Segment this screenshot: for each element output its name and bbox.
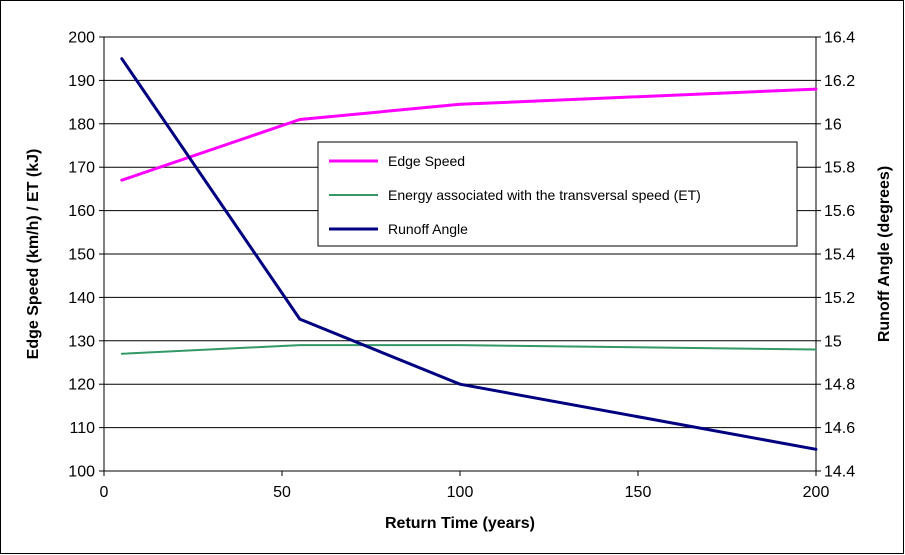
x-tick-label: 0 xyxy=(100,484,109,501)
y-tick-label: 110 xyxy=(69,420,95,437)
y-tick-label: 130 xyxy=(68,333,95,350)
x-tick-label: 50 xyxy=(273,484,291,501)
y-tick-label: 180 xyxy=(68,116,95,133)
x-axis-title: Return Time (years) xyxy=(385,515,535,532)
x-tick-label: 100 xyxy=(447,484,474,501)
y-tick-label: 160 xyxy=(68,203,95,220)
y2-tick-label: 14.8 xyxy=(824,377,855,394)
y-tick-label: 100 xyxy=(68,464,95,481)
y-tick-label: 120 xyxy=(68,377,95,394)
y2-tick-label: 16.4 xyxy=(824,30,855,47)
y2-axis-title: Runoff Angle (degrees) xyxy=(876,166,893,342)
y-axis-title: Edge Speed (km/h) / ET (kJ) xyxy=(25,149,42,360)
y2-tick-label: 14.6 xyxy=(824,420,855,437)
legend-box xyxy=(317,141,798,247)
y2-tick-label: 15.6 xyxy=(824,203,855,220)
legend-label-runoff-angle: Runoff Angle xyxy=(388,221,468,237)
legend-label-edge-speed: Edge Speed xyxy=(388,153,465,169)
axes: 10011012013014015016017018019020014.414.… xyxy=(68,30,855,502)
series-lines xyxy=(120,57,818,451)
y2-tick-label: 16.2 xyxy=(824,73,855,90)
y2-tick-label: 15.2 xyxy=(824,290,855,307)
y-tick-label: 150 xyxy=(68,247,95,264)
y2-tick-label: 15.8 xyxy=(824,160,855,177)
y2-tick-label: 16 xyxy=(824,116,842,133)
x-tick-label: 150 xyxy=(625,484,652,501)
y-tick-label: 140 xyxy=(68,290,95,307)
legend: Edge Speed Energy associated with the tr… xyxy=(317,141,798,247)
y-tick-label: 200 xyxy=(68,30,95,47)
y2-tick-label: 14.4 xyxy=(824,464,855,481)
series-line-energy-et xyxy=(120,344,817,355)
y-tick-label: 170 xyxy=(68,160,95,177)
series-line-runoff-angle xyxy=(120,57,818,451)
legend-label-energy-et: Energy associated with the transversal s… xyxy=(388,187,701,203)
y2-tick-label: 15 xyxy=(824,333,842,350)
y-tick-label: 190 xyxy=(68,73,95,90)
x-tick-label: 200 xyxy=(803,484,830,501)
series-line-edge-speed xyxy=(120,87,818,182)
y2-tick-label: 15.4 xyxy=(824,247,855,264)
